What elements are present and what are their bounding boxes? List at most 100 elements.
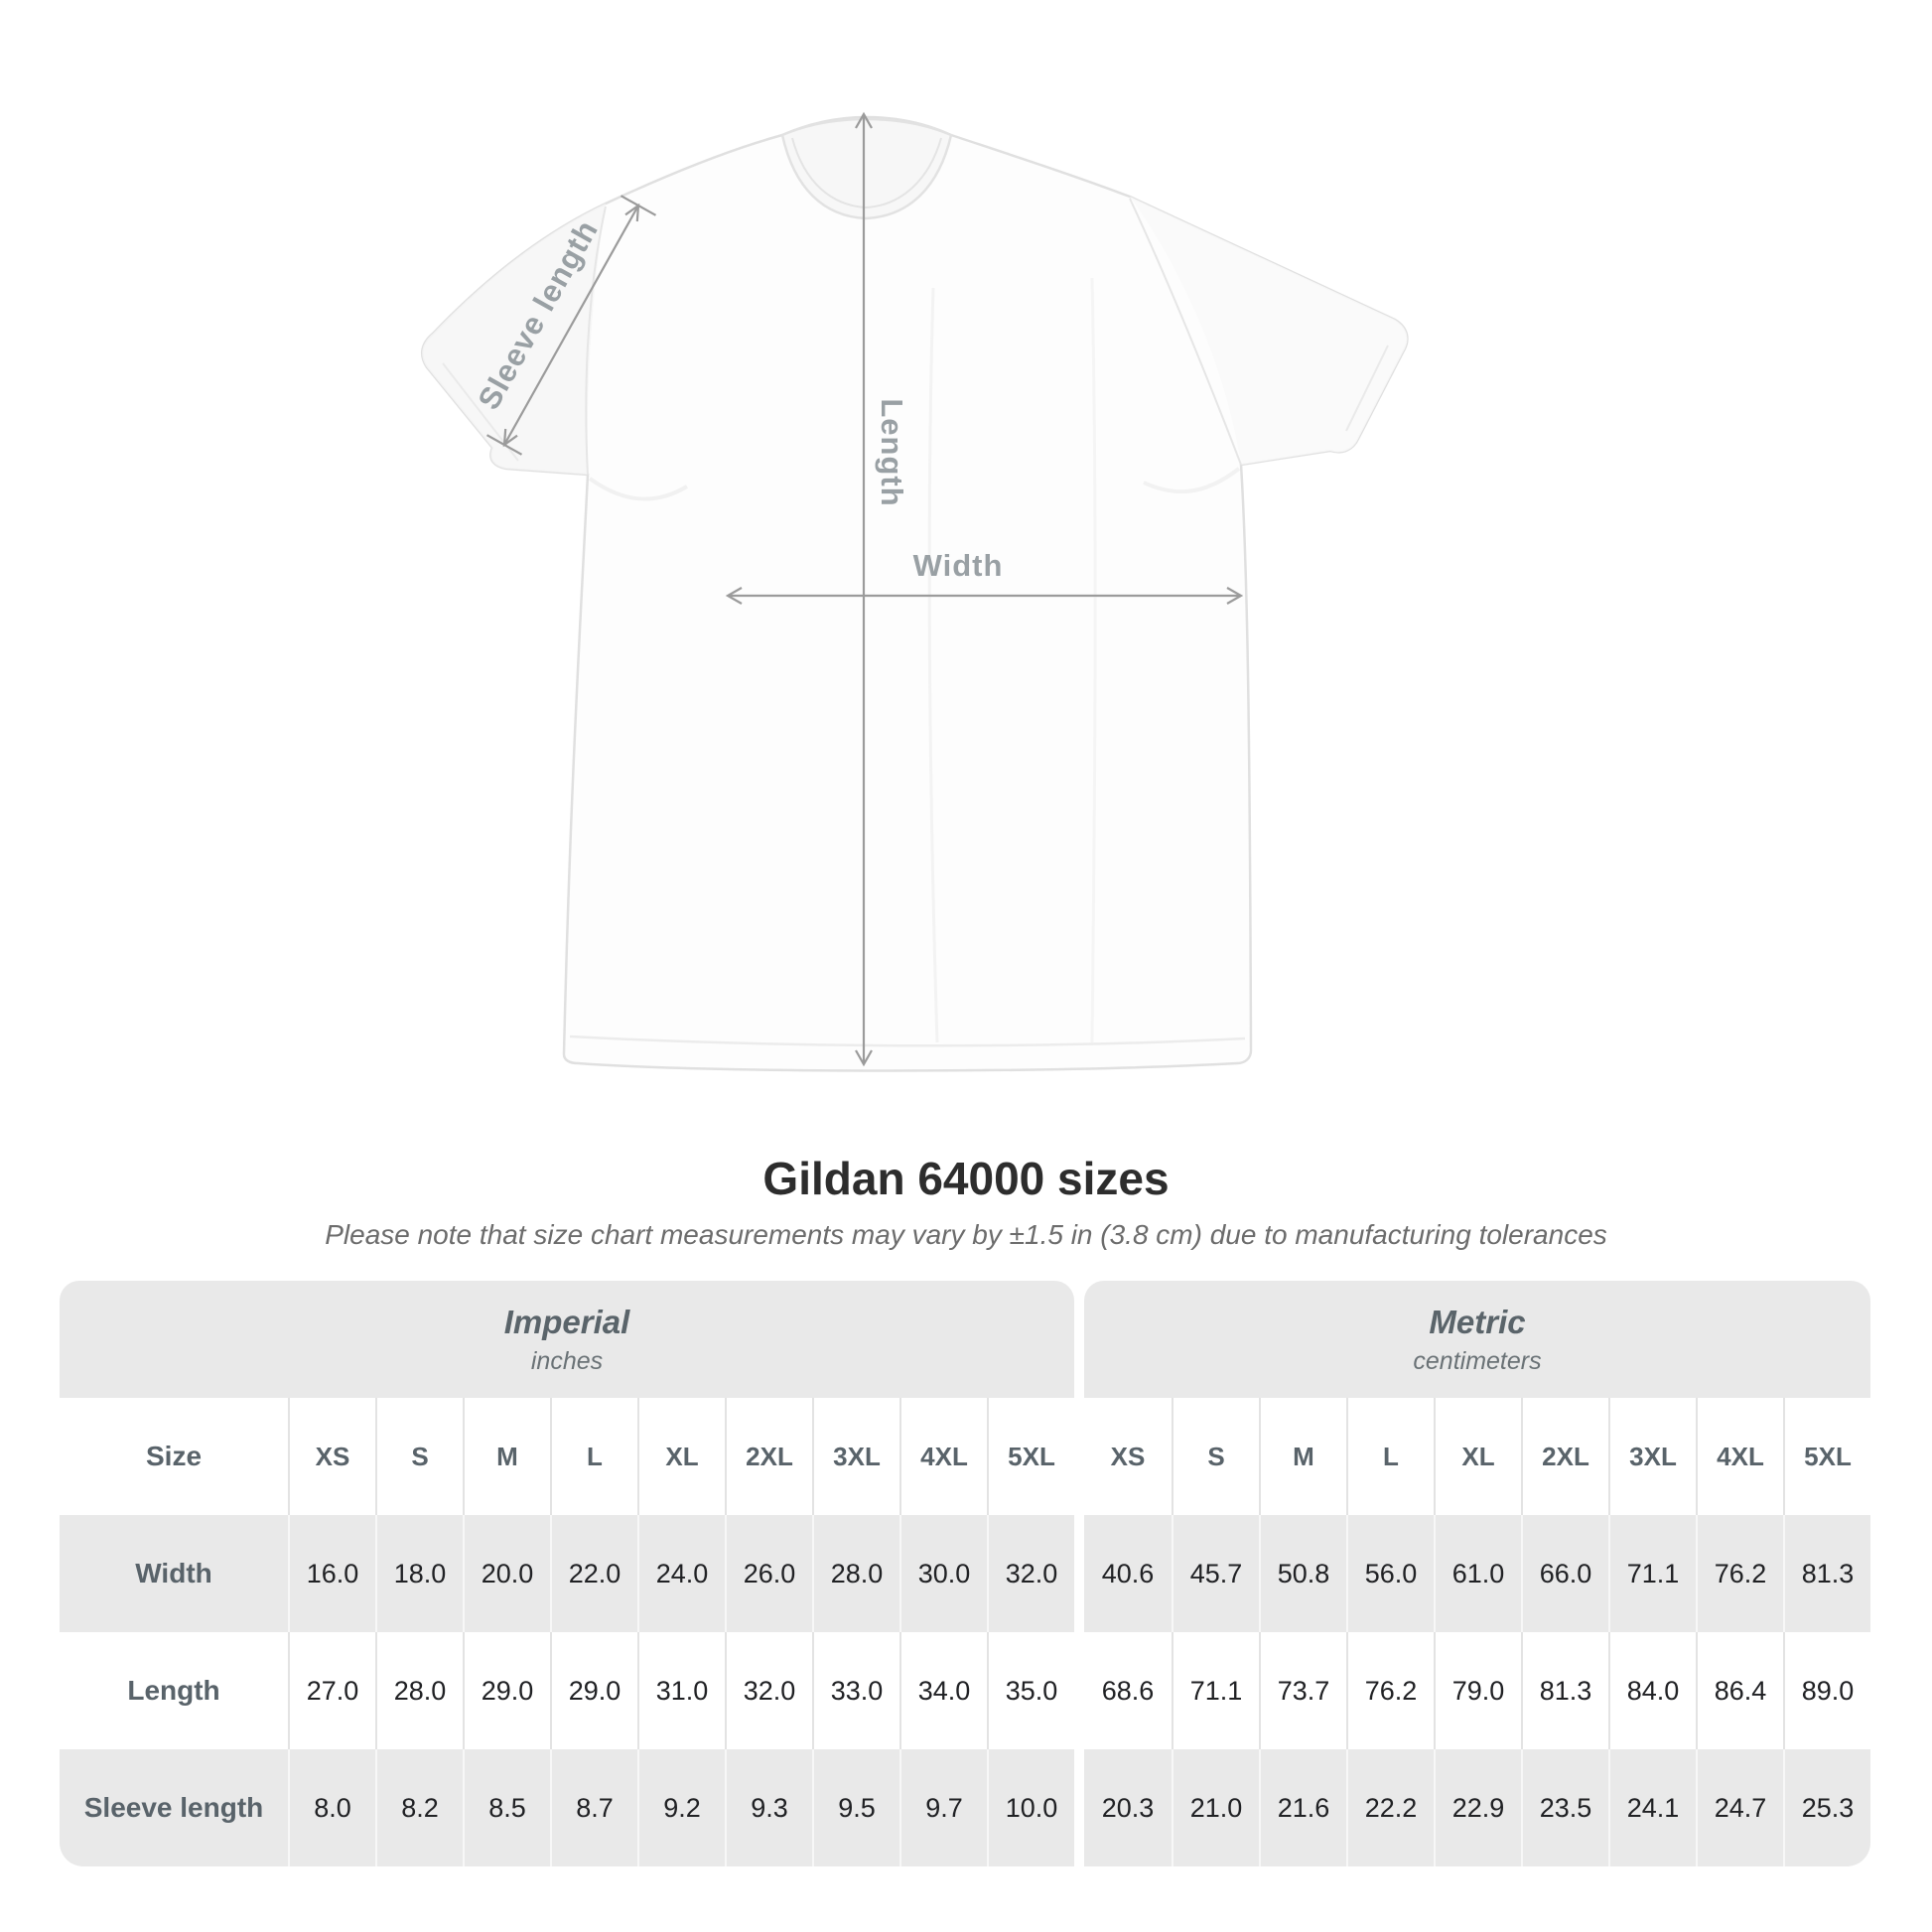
size-column-header: M xyxy=(1259,1398,1346,1515)
crease-line xyxy=(927,287,939,1043)
measurement-cell: 24.7 xyxy=(1696,1749,1783,1866)
measurement-cell: 45.7 xyxy=(1172,1515,1259,1632)
size-column-header: XS xyxy=(288,1398,375,1515)
measurement-cell: 29.0 xyxy=(550,1632,637,1749)
measurement-cell: 89.0 xyxy=(1783,1632,1870,1749)
imperial-group-header: Imperial inches xyxy=(60,1281,1074,1398)
group-divider xyxy=(1074,1749,1084,1866)
measurement-cell: 79.0 xyxy=(1434,1632,1521,1749)
size-header-row: Size XS S M L XL 2XL 3XL 4XL 5XL XS S M L XL 2XL 3XL 4XL… xyxy=(60,1398,1870,1515)
right-sleeve-seam xyxy=(1129,198,1242,466)
length-label: Length xyxy=(875,398,909,506)
measurement-cell: 32.0 xyxy=(725,1632,812,1749)
row-label-length: Length xyxy=(60,1632,288,1749)
row-label-sleeve-length: Sleeve length xyxy=(60,1749,288,1866)
size-column-header: XL xyxy=(637,1398,725,1515)
measurement-cell: 9.2 xyxy=(637,1749,725,1866)
measurement-cell: 8.7 xyxy=(550,1749,637,1866)
size-column-header: L xyxy=(550,1398,637,1515)
left-underarm-shadow xyxy=(588,477,689,501)
measurement-cell: 23.5 xyxy=(1521,1749,1608,1866)
size-column-header: 5XL xyxy=(1783,1398,1870,1515)
unit-group-header-row: Imperial inches Metric centimeters xyxy=(60,1281,1870,1398)
tshirt-svg: Sleeve length Length Width xyxy=(420,111,1409,1072)
measurement-cell: 25.3 xyxy=(1783,1749,1870,1866)
bottom-hem xyxy=(569,1035,1246,1047)
measurement-cell: 68.6 xyxy=(1084,1632,1172,1749)
measurement-cell: 66.0 xyxy=(1521,1515,1608,1632)
measurement-cell: 71.1 xyxy=(1172,1632,1259,1749)
group-divider xyxy=(1074,1398,1084,1515)
group-divider xyxy=(1074,1515,1084,1632)
size-column-header: 4XL xyxy=(899,1398,987,1515)
group-divider xyxy=(1074,1632,1084,1749)
measurement-cell: 32.0 xyxy=(987,1515,1074,1632)
measurement-cell: 8.0 xyxy=(288,1749,375,1866)
measurement-cell: 28.0 xyxy=(812,1515,899,1632)
measurement-cell: 24.0 xyxy=(637,1515,725,1632)
size-column-header: 2XL xyxy=(1521,1398,1608,1515)
measurement-cell: 31.0 xyxy=(637,1632,725,1749)
table-row-length: Length 27.0 28.0 29.0 29.0 31.0 32.0 33.0 34.0 3… xyxy=(60,1632,1870,1749)
sleeve-length-arrow xyxy=(485,195,657,456)
table-row-sleeve-length: Sleeve length 8.0 8.2 8.5 8.7 9.2 9.3 9.5 9.7 10… xyxy=(60,1749,1870,1866)
measurement-cell: 27.0 xyxy=(288,1632,375,1749)
measurement-cell: 76.2 xyxy=(1696,1515,1783,1632)
width-arrow xyxy=(725,587,1244,605)
measurement-cell: 9.5 xyxy=(812,1749,899,1866)
measurement-cell: 30.0 xyxy=(899,1515,987,1632)
measurement-cell: 22.2 xyxy=(1346,1749,1434,1866)
right-sleeve-shade xyxy=(1130,197,1408,465)
size-column-header: 5XL xyxy=(987,1398,1074,1515)
measurement-cell: 18.0 xyxy=(375,1515,463,1632)
measurement-cell: 29.0 xyxy=(463,1632,550,1749)
measurement-cell: 34.0 xyxy=(899,1632,987,1749)
metric-group-unit: centimeters xyxy=(1413,1346,1542,1375)
page-title: Gildan 64000 sizes xyxy=(762,1153,1170,1204)
size-column-header: L xyxy=(1346,1398,1434,1515)
measurement-cell: 8.5 xyxy=(463,1749,550,1866)
measurement-cell: 81.3 xyxy=(1521,1632,1608,1749)
measurement-cell: 73.7 xyxy=(1259,1632,1346,1749)
measurement-cell: 10.0 xyxy=(987,1749,1074,1866)
collar-opening xyxy=(780,117,953,220)
measurement-cell: 24.1 xyxy=(1608,1749,1696,1866)
imperial-group-name: Imperial xyxy=(503,1303,630,1340)
measurement-cell: 20.3 xyxy=(1084,1749,1172,1866)
right-underarm-shadow xyxy=(1143,467,1241,494)
measurement-cell: 9.3 xyxy=(725,1749,812,1866)
size-column-header: 3XL xyxy=(1608,1398,1696,1515)
tshirt-illustration: Sleeve length Length Width xyxy=(298,40,1638,1152)
size-column-label: Size xyxy=(60,1398,288,1515)
measurement-cell: 21.6 xyxy=(1259,1749,1346,1866)
crease-line xyxy=(1090,277,1097,1043)
measurement-cell: 9.7 xyxy=(899,1749,987,1866)
size-column-header: XS xyxy=(1084,1398,1172,1515)
measurement-cell: 8.2 xyxy=(375,1749,463,1866)
measurement-cell: 81.3 xyxy=(1783,1515,1870,1632)
collar-band-seam xyxy=(791,137,942,209)
measurement-cell: 86.4 xyxy=(1696,1632,1783,1749)
size-column-header: S xyxy=(1172,1398,1259,1515)
measurement-cell: 22.9 xyxy=(1434,1749,1521,1866)
size-column-header: 3XL xyxy=(812,1398,899,1515)
left-sleeve-shade xyxy=(422,204,606,475)
measurement-cell: 40.6 xyxy=(1084,1515,1172,1632)
size-table: Imperial inches Metric centimeters Size … xyxy=(60,1281,1870,1866)
measurement-cell: 28.0 xyxy=(375,1632,463,1749)
measurement-cell: 33.0 xyxy=(812,1632,899,1749)
width-label: Width xyxy=(913,548,1004,583)
measurement-cell: 22.0 xyxy=(550,1515,637,1632)
measurement-cell: 76.2 xyxy=(1346,1632,1434,1749)
group-divider xyxy=(1074,1281,1084,1398)
size-column-header: 2XL xyxy=(725,1398,812,1515)
measurement-cell: 26.0 xyxy=(725,1515,812,1632)
measurement-cell: 50.8 xyxy=(1259,1515,1346,1632)
size-column-header: XL xyxy=(1434,1398,1521,1515)
measurement-cell: 21.0 xyxy=(1172,1749,1259,1866)
table-row-width: Width 16.0 18.0 20.0 22.0 24.0 26.0 28.0 30.0 32… xyxy=(60,1515,1870,1632)
size-column-header: M xyxy=(463,1398,550,1515)
imperial-group-unit: inches xyxy=(530,1346,604,1375)
size-column-header: S xyxy=(375,1398,463,1515)
metric-group-name: Metric xyxy=(1429,1303,1526,1340)
